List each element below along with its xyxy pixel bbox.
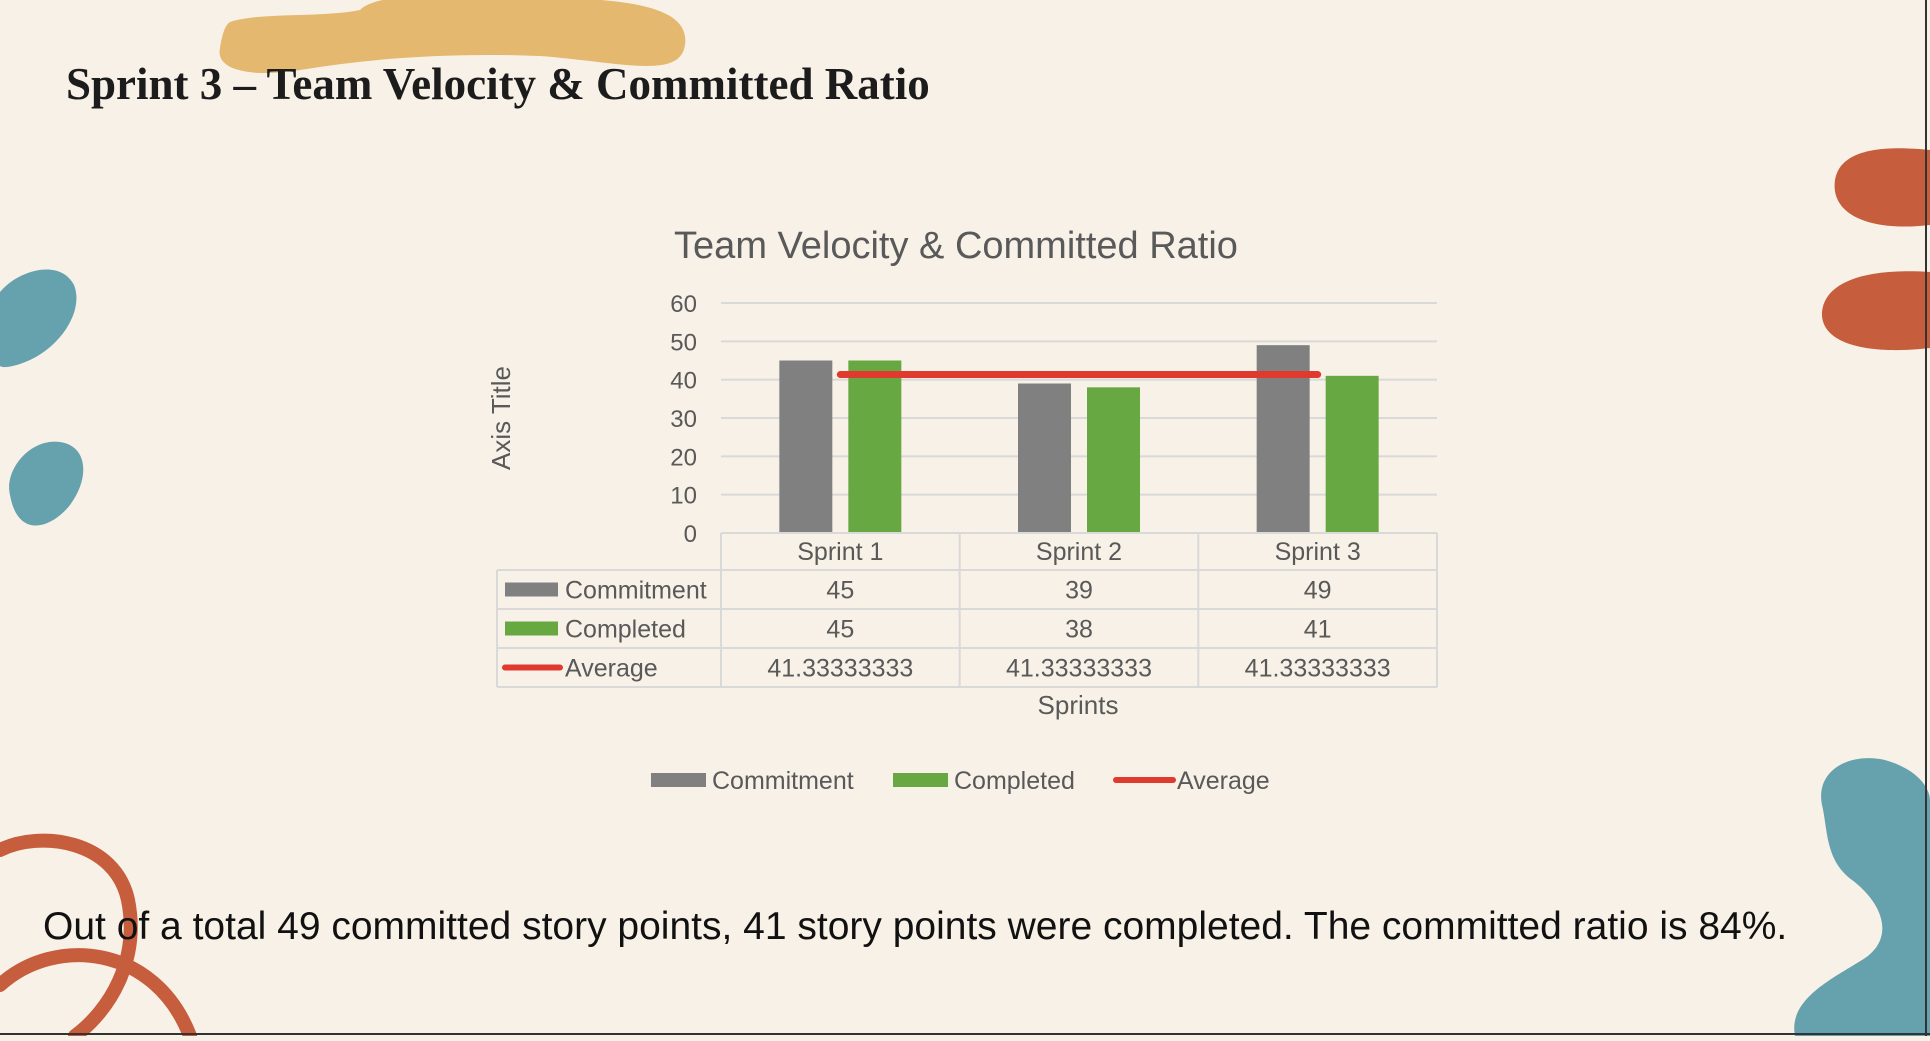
bars	[779, 345, 1379, 533]
x-axis-title: Sprints	[1038, 690, 1119, 720]
chart-title: Team Velocity & Committed Ratio	[674, 225, 1238, 267]
table-cell: 41.33333333	[767, 655, 913, 683]
table-key-commitment	[505, 582, 558, 597]
slide-title: Sprint 3 – Team Velocity & Committed Rat…	[66, 59, 930, 109]
slide-border-bottom	[0, 1033, 1930, 1035]
orange-curve-bottom-left-2	[0, 948, 197, 1041]
table-row-label: Average	[565, 655, 658, 683]
bar-completed-2	[1087, 387, 1140, 533]
table-cell: 41	[1304, 616, 1332, 644]
legend-label: Commitment	[712, 767, 854, 795]
legend-label: Average	[1177, 767, 1270, 795]
table-key-completed	[505, 621, 558, 636]
table-cell: 49	[1304, 577, 1332, 605]
teal-blob-bottom-right	[1794, 758, 1930, 1036]
legend-key-completed	[893, 773, 948, 787]
y-tick-label: 10	[670, 483, 697, 510]
bar-commitment-2	[1018, 383, 1071, 533]
teal-blob-left-1	[0, 269, 77, 368]
summary-text: Out of a total 49 committed story points…	[43, 905, 1788, 948]
table-cell: 39	[1065, 577, 1093, 605]
table-row-label: Commitment	[565, 577, 707, 605]
x-tick-label: Sprint 3	[1275, 538, 1361, 566]
data-table: Sprint 1 Sprint 2 Sprint 3 Commitment 45 39 49…	[496, 532, 1438, 688]
table-cell: 38	[1065, 616, 1093, 644]
legend-key-commitment	[651, 773, 706, 787]
table-cell: 45	[826, 616, 854, 644]
teal-blob-left-2	[9, 441, 84, 526]
table-cell: 41.33333333	[1006, 655, 1152, 683]
bar-commitment-1	[779, 360, 833, 533]
bar-completed-1	[848, 360, 902, 533]
table-cell: 41.33333333	[1245, 655, 1391, 683]
bar-completed-3	[1325, 375, 1379, 533]
legend: Commitment Completed Average	[651, 767, 1270, 795]
orange-blob-middle	[1821, 271, 1930, 351]
legend-label: Completed	[954, 767, 1075, 795]
slide-border-right	[1925, 0, 1927, 1036]
orange-curve-bottom-left	[0, 833, 138, 1041]
y-axis-title: Axis Title	[486, 366, 516, 470]
x-tick-label: Sprint 1	[797, 538, 883, 566]
table-cell: 45	[826, 577, 854, 605]
y-tick-label: 50	[670, 329, 697, 356]
yellow-blob	[219, 0, 686, 74]
table-row-label: Completed	[565, 616, 686, 644]
y-tick-label: 60	[670, 291, 697, 318]
y-tick-label: 40	[670, 368, 697, 395]
orange-blob-top	[1834, 148, 1930, 227]
y-axis-ticks: 0 10 20 30 40 50 60	[670, 291, 697, 548]
y-tick-label: 20	[670, 444, 697, 471]
y-tick-label: 0	[684, 521, 697, 548]
y-tick-label: 30	[670, 406, 697, 433]
x-tick-label: Sprint 2	[1036, 538, 1122, 566]
